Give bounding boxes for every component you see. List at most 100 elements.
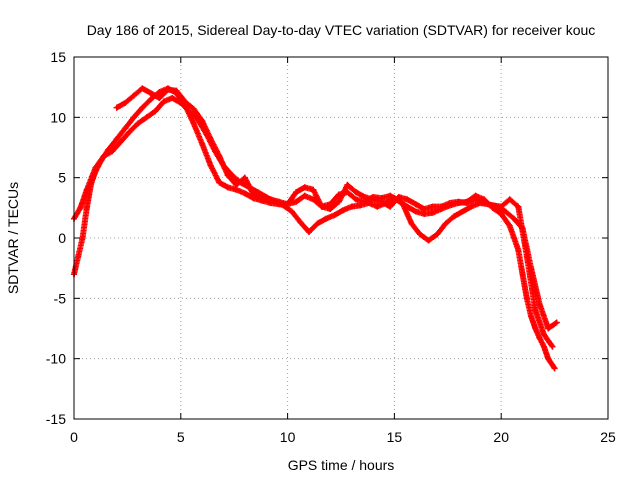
data-point bbox=[395, 193, 402, 200]
data-point bbox=[186, 108, 193, 115]
x-tick-label: 20 bbox=[493, 429, 509, 445]
data-point bbox=[515, 203, 522, 210]
data-point bbox=[156, 95, 163, 102]
data-point bbox=[113, 104, 120, 111]
axis-ticks: 0 5 10 15 20 25 -15 -10 -5 0 5 10 15 bbox=[46, 49, 616, 445]
data-point bbox=[536, 335, 543, 342]
data-point bbox=[429, 203, 436, 210]
data-point bbox=[258, 196, 265, 203]
data-point bbox=[464, 200, 471, 207]
x-axis-label: GPS time / hours bbox=[288, 457, 395, 473]
data-point bbox=[301, 192, 308, 199]
y-tick-label: -15 bbox=[46, 411, 66, 427]
data-point bbox=[532, 325, 539, 332]
data-point bbox=[523, 253, 530, 260]
data-point bbox=[434, 231, 441, 238]
data-point bbox=[361, 193, 368, 200]
data-point bbox=[83, 186, 90, 193]
data-point bbox=[305, 228, 312, 235]
x-tick-label: 0 bbox=[70, 429, 78, 445]
data-point bbox=[404, 196, 411, 203]
data-point bbox=[79, 235, 86, 241]
data-point bbox=[374, 203, 381, 210]
data-point bbox=[399, 201, 406, 208]
data-point bbox=[233, 181, 240, 188]
data-point bbox=[100, 152, 107, 159]
data-point bbox=[352, 196, 359, 203]
data-point bbox=[519, 271, 526, 278]
data-point bbox=[551, 365, 558, 372]
data-point bbox=[216, 179, 223, 186]
data-point bbox=[83, 204, 90, 211]
data-point bbox=[370, 196, 377, 203]
data-point bbox=[536, 301, 543, 308]
data-point bbox=[438, 203, 445, 210]
data-point bbox=[250, 191, 257, 198]
y-tick-label: -10 bbox=[46, 351, 66, 367]
data-point bbox=[481, 200, 488, 207]
data-point bbox=[190, 105, 197, 112]
data-point bbox=[327, 206, 334, 213]
data-point bbox=[549, 343, 556, 350]
data-point bbox=[528, 313, 535, 320]
data-point bbox=[540, 331, 547, 338]
data-point bbox=[344, 181, 351, 188]
data-point bbox=[224, 184, 231, 191]
data-point bbox=[515, 247, 522, 254]
data-point bbox=[553, 319, 560, 326]
data-point bbox=[156, 88, 163, 95]
data-point bbox=[182, 98, 189, 105]
data-point bbox=[472, 196, 479, 203]
data-point bbox=[267, 196, 274, 203]
data-point bbox=[117, 138, 124, 145]
data-point bbox=[173, 87, 180, 94]
y-tick-label: 15 bbox=[50, 49, 66, 65]
data-point bbox=[310, 186, 317, 193]
data-point bbox=[442, 220, 449, 227]
data-point bbox=[75, 253, 82, 260]
data-point bbox=[135, 120, 142, 127]
data-point bbox=[130, 92, 137, 99]
data-point bbox=[314, 220, 321, 227]
data-point bbox=[293, 189, 300, 196]
data-point bbox=[126, 128, 133, 135]
data-point bbox=[545, 355, 552, 362]
data-point bbox=[352, 189, 359, 196]
data-point bbox=[293, 198, 300, 205]
data-point bbox=[540, 343, 547, 350]
data-point bbox=[532, 307, 539, 314]
data-point bbox=[122, 99, 129, 106]
data-point bbox=[429, 209, 436, 216]
data-point bbox=[523, 295, 530, 302]
data-point bbox=[113, 136, 120, 143]
data-point bbox=[446, 200, 453, 207]
data-point bbox=[109, 148, 116, 155]
data-point bbox=[511, 215, 518, 222]
data-point bbox=[506, 196, 513, 203]
data-point bbox=[468, 203, 475, 210]
x-tick-label: 25 bbox=[600, 429, 616, 445]
data-point bbox=[425, 237, 432, 244]
data-point bbox=[318, 203, 325, 210]
data-point bbox=[288, 208, 295, 215]
data-point bbox=[216, 152, 223, 159]
data-point bbox=[387, 203, 394, 210]
data-point bbox=[139, 85, 146, 92]
data-point bbox=[323, 215, 330, 222]
data-point bbox=[241, 174, 248, 181]
data-point bbox=[164, 86, 171, 93]
data-point bbox=[147, 90, 154, 97]
x-tick-label: 15 bbox=[387, 429, 403, 445]
data-point bbox=[335, 198, 342, 205]
y-tick-label: 10 bbox=[50, 109, 66, 125]
y-tick-label: 0 bbox=[58, 230, 66, 246]
data-point bbox=[199, 117, 206, 124]
data-point bbox=[498, 203, 505, 210]
data-point bbox=[143, 114, 150, 121]
data-point bbox=[455, 198, 462, 205]
data-point bbox=[489, 202, 496, 209]
data-point bbox=[459, 208, 466, 215]
data-point bbox=[139, 104, 146, 111]
